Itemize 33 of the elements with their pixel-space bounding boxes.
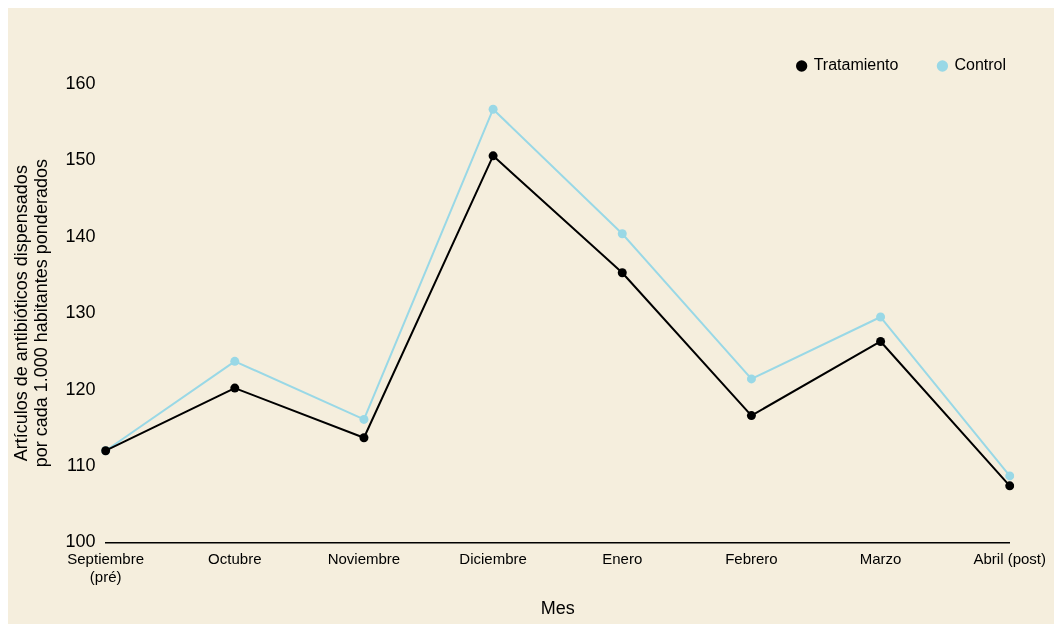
point	[1005, 471, 1015, 481]
point	[746, 411, 756, 421]
y-tick-label: 120	[65, 378, 96, 399]
point	[230, 356, 240, 366]
point	[617, 229, 627, 239]
y-tick-label: 100	[65, 531, 96, 552]
x-tick-label: Febrero	[725, 549, 778, 567]
point	[876, 312, 886, 322]
x-tick-label: Abril (post)	[973, 549, 1047, 567]
y-tick-label: 150	[65, 149, 96, 170]
x-tick-label: Diciembre	[459, 549, 527, 567]
x-tick-label: Enero	[602, 549, 643, 567]
x-axis-title: Mes	[540, 598, 575, 619]
y-axis-title: Artículos de antibióticos dispensados por cada 1.000 habitantes ponderados	[10, 159, 51, 468]
point	[230, 383, 240, 393]
point	[359, 433, 369, 443]
legend-label: Tratamiento	[813, 56, 899, 74]
x-tick-label: Octubre	[208, 549, 262, 567]
point	[876, 336, 886, 346]
point	[488, 104, 498, 114]
y-tick-label: 160	[65, 72, 96, 93]
x-tick-label: Marzo	[859, 549, 902, 567]
point	[488, 151, 498, 161]
point	[1005, 481, 1015, 491]
point	[617, 268, 627, 278]
legend-label: Control	[954, 56, 1006, 74]
x-tick-label: Noviembre	[327, 549, 401, 567]
y-tick-label: 110	[66, 454, 96, 475]
x-tick-label: Septiembre (pré)	[67, 549, 144, 585]
y-tick-label: 130	[65, 302, 96, 323]
y-tick-label: 140	[65, 225, 96, 246]
point	[359, 414, 369, 424]
point	[746, 374, 756, 384]
